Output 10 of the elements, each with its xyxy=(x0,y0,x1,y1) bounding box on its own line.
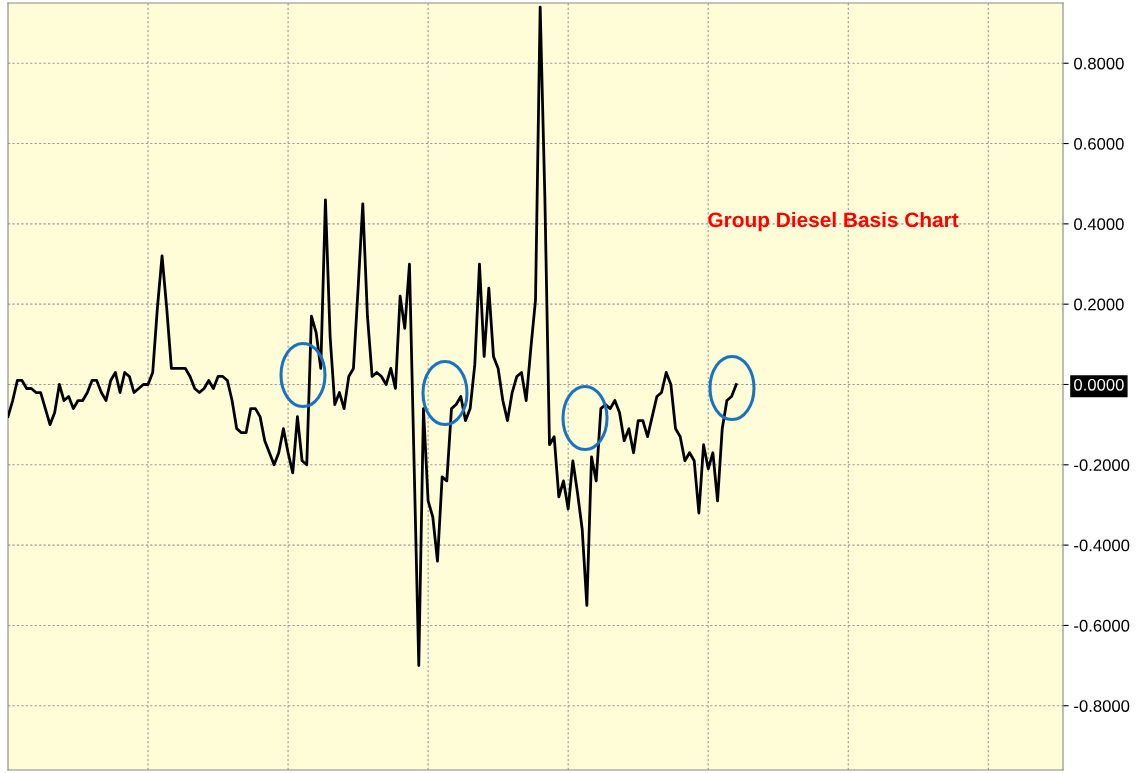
y-tick-label: 0.6000 xyxy=(1074,137,1124,150)
y-tick-label: -0.4000 xyxy=(1074,539,1130,552)
y-tick-label: -0.8000 xyxy=(1074,700,1130,712)
y-tick-label: 0.0000 xyxy=(1074,378,1124,391)
y-tick-label: -0.6000 xyxy=(1074,619,1130,632)
text: Group Diesel Basis Chart xyxy=(708,211,959,232)
y-tick-label: 0.8000 xyxy=(1074,57,1124,70)
y-tick-label: -0.2000 xyxy=(1074,459,1130,472)
y-tick-label: 0.4000 xyxy=(1074,218,1124,231)
y-tick-label: 0.2000 xyxy=(1074,298,1124,311)
